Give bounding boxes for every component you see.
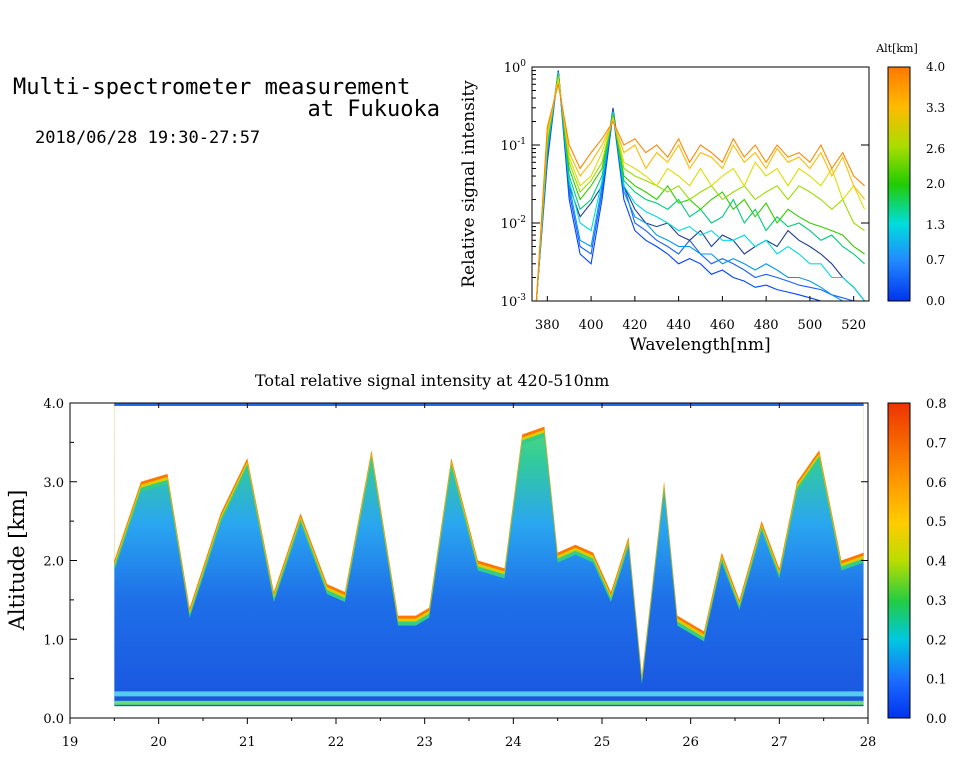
spectrum-plot-frame — [531, 66, 870, 302]
spectrum-chart: 380 400 420 440 460 480 500 52010-310-210-1100 … — [459, 42, 945, 355]
heatmap-chart: 19 20 21 22 23 24 25 26 27 28 0.0 1.0 2.0 3.0 4.0 Alti… — [5, 397, 947, 750]
heatmap-xtick-label: 19 — [62, 735, 79, 750]
intensity-colorbar — [887, 402, 911, 719]
heatmap-top-band — [114, 403, 864, 406]
heatmap-ytick-label: 4.0 — [43, 397, 64, 412]
intensity-colorbar-tick: 0.1 — [926, 673, 947, 688]
intensity-colorbar-tick: 0.6 — [926, 476, 947, 491]
heatmap-title: Total relative signal intensity at 420-5… — [255, 371, 610, 390]
altitude-colorbar — [887, 66, 911, 302]
spectrum-ytick-label: 100 — [504, 59, 527, 76]
intensity-colorbar-tick: 0.7 — [926, 436, 947, 451]
spectrum-series-7 — [535, 76, 865, 301]
spectrum-xtick-label: 400 — [579, 318, 604, 333]
altitude-colorbar-tick: 3.3 — [926, 101, 945, 115]
heatmap-ytick-label: 0.0 — [43, 712, 64, 727]
spectrum-xtick-label: 460 — [710, 318, 735, 333]
intensity-colorbar-tick: 0.8 — [926, 397, 947, 412]
spectrum-series-8 — [535, 78, 866, 301]
spectrum-series-2 — [535, 70, 866, 301]
spectrum-xtick-label: 420 — [622, 318, 647, 333]
heatmap-no-data — [114, 403, 864, 675]
page-title: Multi-spectrometer measurement — [13, 75, 411, 100]
heatmap-xtick-label: 26 — [682, 735, 699, 750]
spectrum-xtick-label: 520 — [841, 318, 866, 333]
spectrum-series-5 — [535, 74, 865, 301]
spectrum-ytick-label: 10-3 — [501, 293, 527, 310]
heatmap-surface-band — [114, 691, 864, 697]
heatmap-xtick-label: 27 — [771, 735, 788, 750]
altitude-colorbar-tick: 0.7 — [926, 253, 945, 267]
intensity-colorbar-tick: 0.5 — [926, 515, 947, 530]
spectrum-series-4 — [535, 72, 866, 301]
heatmap-xtick-label: 25 — [594, 735, 611, 750]
heatmap-ylabel: Altitude [km] — [5, 490, 29, 632]
altitude-colorbar-label: Alt[km] — [875, 42, 918, 55]
page-title-location: at Fukuoka — [307, 97, 440, 122]
heatmap-ytick-label: 2.0 — [43, 555, 64, 570]
spectrum-xtick-label: 500 — [798, 318, 823, 333]
spectrum-series-3 — [535, 72, 865, 301]
spectrum-ytick-label: 10-2 — [501, 215, 526, 232]
altitude-colorbar-tick: 2.0 — [926, 177, 945, 191]
spectrum-xtick-label: 480 — [754, 318, 779, 333]
heatmap-xtick-label: 21 — [239, 735, 256, 750]
intensity-colorbar-tick: 0.3 — [926, 594, 947, 609]
heatmap-xtick-label: 23 — [416, 735, 433, 750]
heatmap-xtick-label: 24 — [505, 735, 522, 750]
spectrum-xtick-label: 440 — [666, 318, 691, 333]
intensity-colorbar-tick: 0.0 — [926, 712, 947, 727]
altitude-colorbar-tick: 1.3 — [926, 218, 945, 232]
altitude-colorbar-tick: 4.0 — [926, 60, 945, 74]
intensity-colorbar-tick: 0.4 — [926, 555, 947, 570]
spectrum-xlabel: Wavelength[nm] — [629, 335, 770, 355]
heatmap-xtick-label: 20 — [150, 735, 167, 750]
spectrum-ytick-label: 10-1 — [501, 137, 526, 154]
altitude-colorbar-tick: 2.6 — [926, 142, 945, 156]
heatmap-surface-band-low — [114, 700, 864, 705]
intensity-colorbar-tick: 0.2 — [926, 633, 947, 648]
spectrum-ylabel: Relative signal intensity — [459, 80, 479, 288]
heatmap-xtick-label: 28 — [860, 735, 877, 750]
spectrum-series-10 — [535, 84, 865, 301]
spectrum-xtick-label: 380 — [535, 318, 560, 333]
spectrum-series-6 — [535, 74, 865, 301]
heatmap-ytick-label: 1.0 — [43, 633, 64, 648]
spectrum-series-9 — [535, 81, 866, 301]
altitude-colorbar-tick: 0.0 — [926, 294, 945, 308]
date-range: 2018/06/28 19:30-27:57 — [35, 128, 261, 148]
heatmap-ytick-label: 3.0 — [43, 476, 64, 491]
heatmap-xtick-label: 22 — [328, 735, 345, 750]
